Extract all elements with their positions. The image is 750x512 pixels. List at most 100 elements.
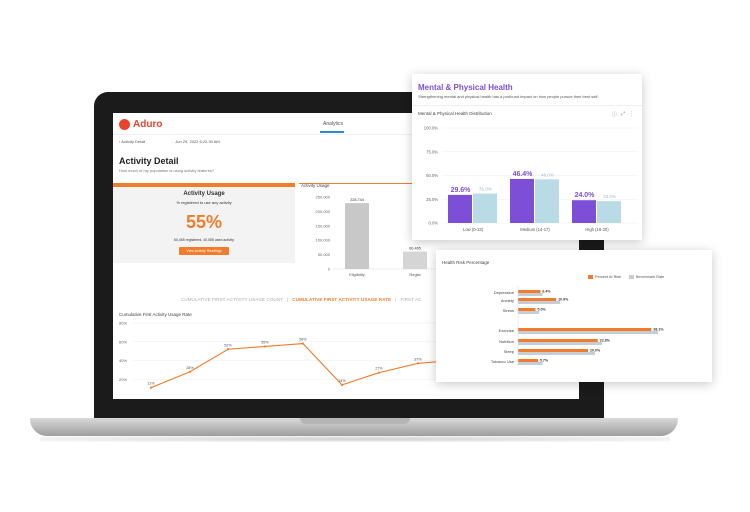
data-label: 11% xyxy=(147,382,155,386)
tab-item[interactable]: FIRST AC xyxy=(400,297,422,302)
mph-title: Mental & Physical Health xyxy=(418,83,513,92)
y-tick-label: Anxiety xyxy=(501,298,514,303)
info-icon[interactable]: ⓘ xyxy=(611,112,617,118)
data-label: 14% xyxy=(338,379,346,383)
series-line xyxy=(150,343,443,389)
data-label: 5.7% xyxy=(540,359,549,363)
y-tick-label: Sleep xyxy=(504,349,515,354)
data-label: 46.4% xyxy=(513,171,534,178)
y-tick-label: Stress xyxy=(503,308,514,313)
bar-at-risk xyxy=(518,328,652,331)
legend-item-at-risk: Percent At Risk xyxy=(588,275,621,279)
bar-benchmark xyxy=(518,362,543,365)
activity-usage-chart-title: Activity Usage xyxy=(301,183,330,188)
usage-title: Activity Usage xyxy=(183,191,225,197)
bar-benchmark xyxy=(518,301,560,304)
cumulative-usage-chart: 80% 60% 40% 20% 11% 28% 52% 55% 58% 14% 27% 37% xyxy=(119,321,443,389)
tab-separator: | xyxy=(395,297,397,302)
y-tick-label: 150,000 xyxy=(316,223,331,228)
bar-benchmark xyxy=(518,342,602,345)
bar xyxy=(448,194,472,223)
y-tick-label: 0.0% xyxy=(428,221,438,226)
bar-benchmark xyxy=(518,331,658,334)
data-label: 24.0% xyxy=(575,192,596,199)
bar-at-risk xyxy=(518,308,536,311)
y-tick-label: 80% xyxy=(119,321,127,326)
data-label: 228,744 xyxy=(350,198,364,202)
x-tick-label: Medium (14-17) xyxy=(520,227,550,232)
x-tick-label: Regist xyxy=(409,272,421,277)
more-icon[interactable]: ⋮ xyxy=(629,111,634,117)
tab-item[interactable]: CUMULATIVE FIRST ACTIVITY USAGE RATE xyxy=(292,297,392,302)
x-tick-label: High (18-20) xyxy=(585,227,609,232)
mph-chart-title: Mental & Physical Health Distribution xyxy=(418,111,492,116)
x-tick-label: Low (0-13) xyxy=(463,227,484,232)
bar-benchmark xyxy=(518,311,539,314)
data-label: 37% xyxy=(414,357,422,361)
bar-at-risk xyxy=(518,290,541,293)
y-tick-label: 75.0% xyxy=(426,149,438,154)
health-risk-card: Health Risk Percentage Percent At Risk B… xyxy=(436,250,712,382)
card-accent-bar xyxy=(113,183,295,187)
data-point xyxy=(226,348,230,351)
page-title: Activity Detail xyxy=(119,156,179,166)
x-tick-label: Eligibility xyxy=(349,272,365,277)
data-label: 46.0% xyxy=(541,172,554,177)
data-label: 31.0% xyxy=(479,187,492,192)
breadcrumb[interactable]: ‹ Activity Detail xyxy=(119,139,146,144)
aduro-logo[interactable]: Aduro xyxy=(119,119,162,130)
y-tick-label: 200,000 xyxy=(316,209,331,214)
legend-item-benchmark: Benchmark Rate xyxy=(628,275,664,279)
data-point xyxy=(340,383,344,386)
mental-physical-health-card: Mental & Physical Health Strengthening m… xyxy=(412,74,642,240)
usage-note: 60,465 registered, 40,085 used activity xyxy=(173,238,235,242)
y-tick-label: 50,000 xyxy=(318,252,331,257)
bar xyxy=(535,179,559,223)
activity-usage-chart-accent xyxy=(299,183,419,184)
data-point xyxy=(416,362,420,365)
y-tick-label: 20% xyxy=(119,377,127,382)
laptop-notch xyxy=(300,418,410,424)
data-label: 55% xyxy=(261,340,269,344)
usage-percent: 55% xyxy=(185,212,223,232)
laptop-shadow xyxy=(40,436,670,442)
tab-separator: | xyxy=(286,297,289,302)
health-risk-legend: Percent At Risk Benchmark Rate xyxy=(588,275,664,279)
y-tick-label: 0 xyxy=(328,267,331,272)
activity-usage-card: Activity Usage % registered to use any a… xyxy=(113,183,295,263)
data-label: 28% xyxy=(186,366,194,370)
laptop-screen: Aduro Analytics ‹ Activity Detail Jun 29… xyxy=(113,113,579,399)
data-label: 10.9% xyxy=(558,298,569,302)
data-label: 5.0% xyxy=(538,308,547,312)
divider xyxy=(412,105,642,106)
data-point xyxy=(188,370,192,373)
bar-eligibility xyxy=(345,203,369,269)
data-point xyxy=(149,386,153,389)
mph-description: Strengthening mental and physical health… xyxy=(418,94,599,99)
activity-usage-chart: 250,000 200,000 150,000 100,000 50,000 0 228,7… xyxy=(316,195,439,277)
tab-analytics[interactable]: Analytics xyxy=(323,121,344,127)
expand-icon[interactable]: ⤢ xyxy=(620,111,625,117)
data-label: 23.0% xyxy=(603,194,616,199)
data-label: 58% xyxy=(299,338,307,342)
tab-item[interactable]: CUMULATIVE FIRST ACTIVITY USAGE COUNT xyxy=(181,297,283,302)
sub-header: ‹ Activity Detail Jun 29, 2022 6:22:30 A… xyxy=(119,139,220,144)
bar-at-risk xyxy=(518,349,588,352)
bar-benchmark xyxy=(518,293,543,296)
view-activity-readings-button[interactable]: View Activity Readings xyxy=(179,247,229,255)
data-label: 29.6% xyxy=(451,187,472,194)
y-tick-label: Nutrition xyxy=(499,339,514,344)
y-tick-label: 250,000 xyxy=(316,195,331,200)
health-risk-chart: Depression 6.4% Anxiety 10.9% Stress 5.0% Exer… xyxy=(491,286,664,366)
y-tick-label: 25.0% xyxy=(426,197,438,202)
page-subtitle: How much of my population is using activ… xyxy=(119,168,215,173)
logo-text: Aduro xyxy=(133,119,163,130)
y-tick-label: Tobacco Use xyxy=(491,359,515,364)
y-tick-label: 60% xyxy=(119,339,127,344)
data-point xyxy=(263,345,267,348)
data-point xyxy=(301,342,305,345)
bar xyxy=(572,200,596,223)
y-tick-label: Exercise xyxy=(499,328,515,333)
y-tick-label: 100.0% xyxy=(424,126,438,131)
bar-at-risk xyxy=(518,298,557,301)
